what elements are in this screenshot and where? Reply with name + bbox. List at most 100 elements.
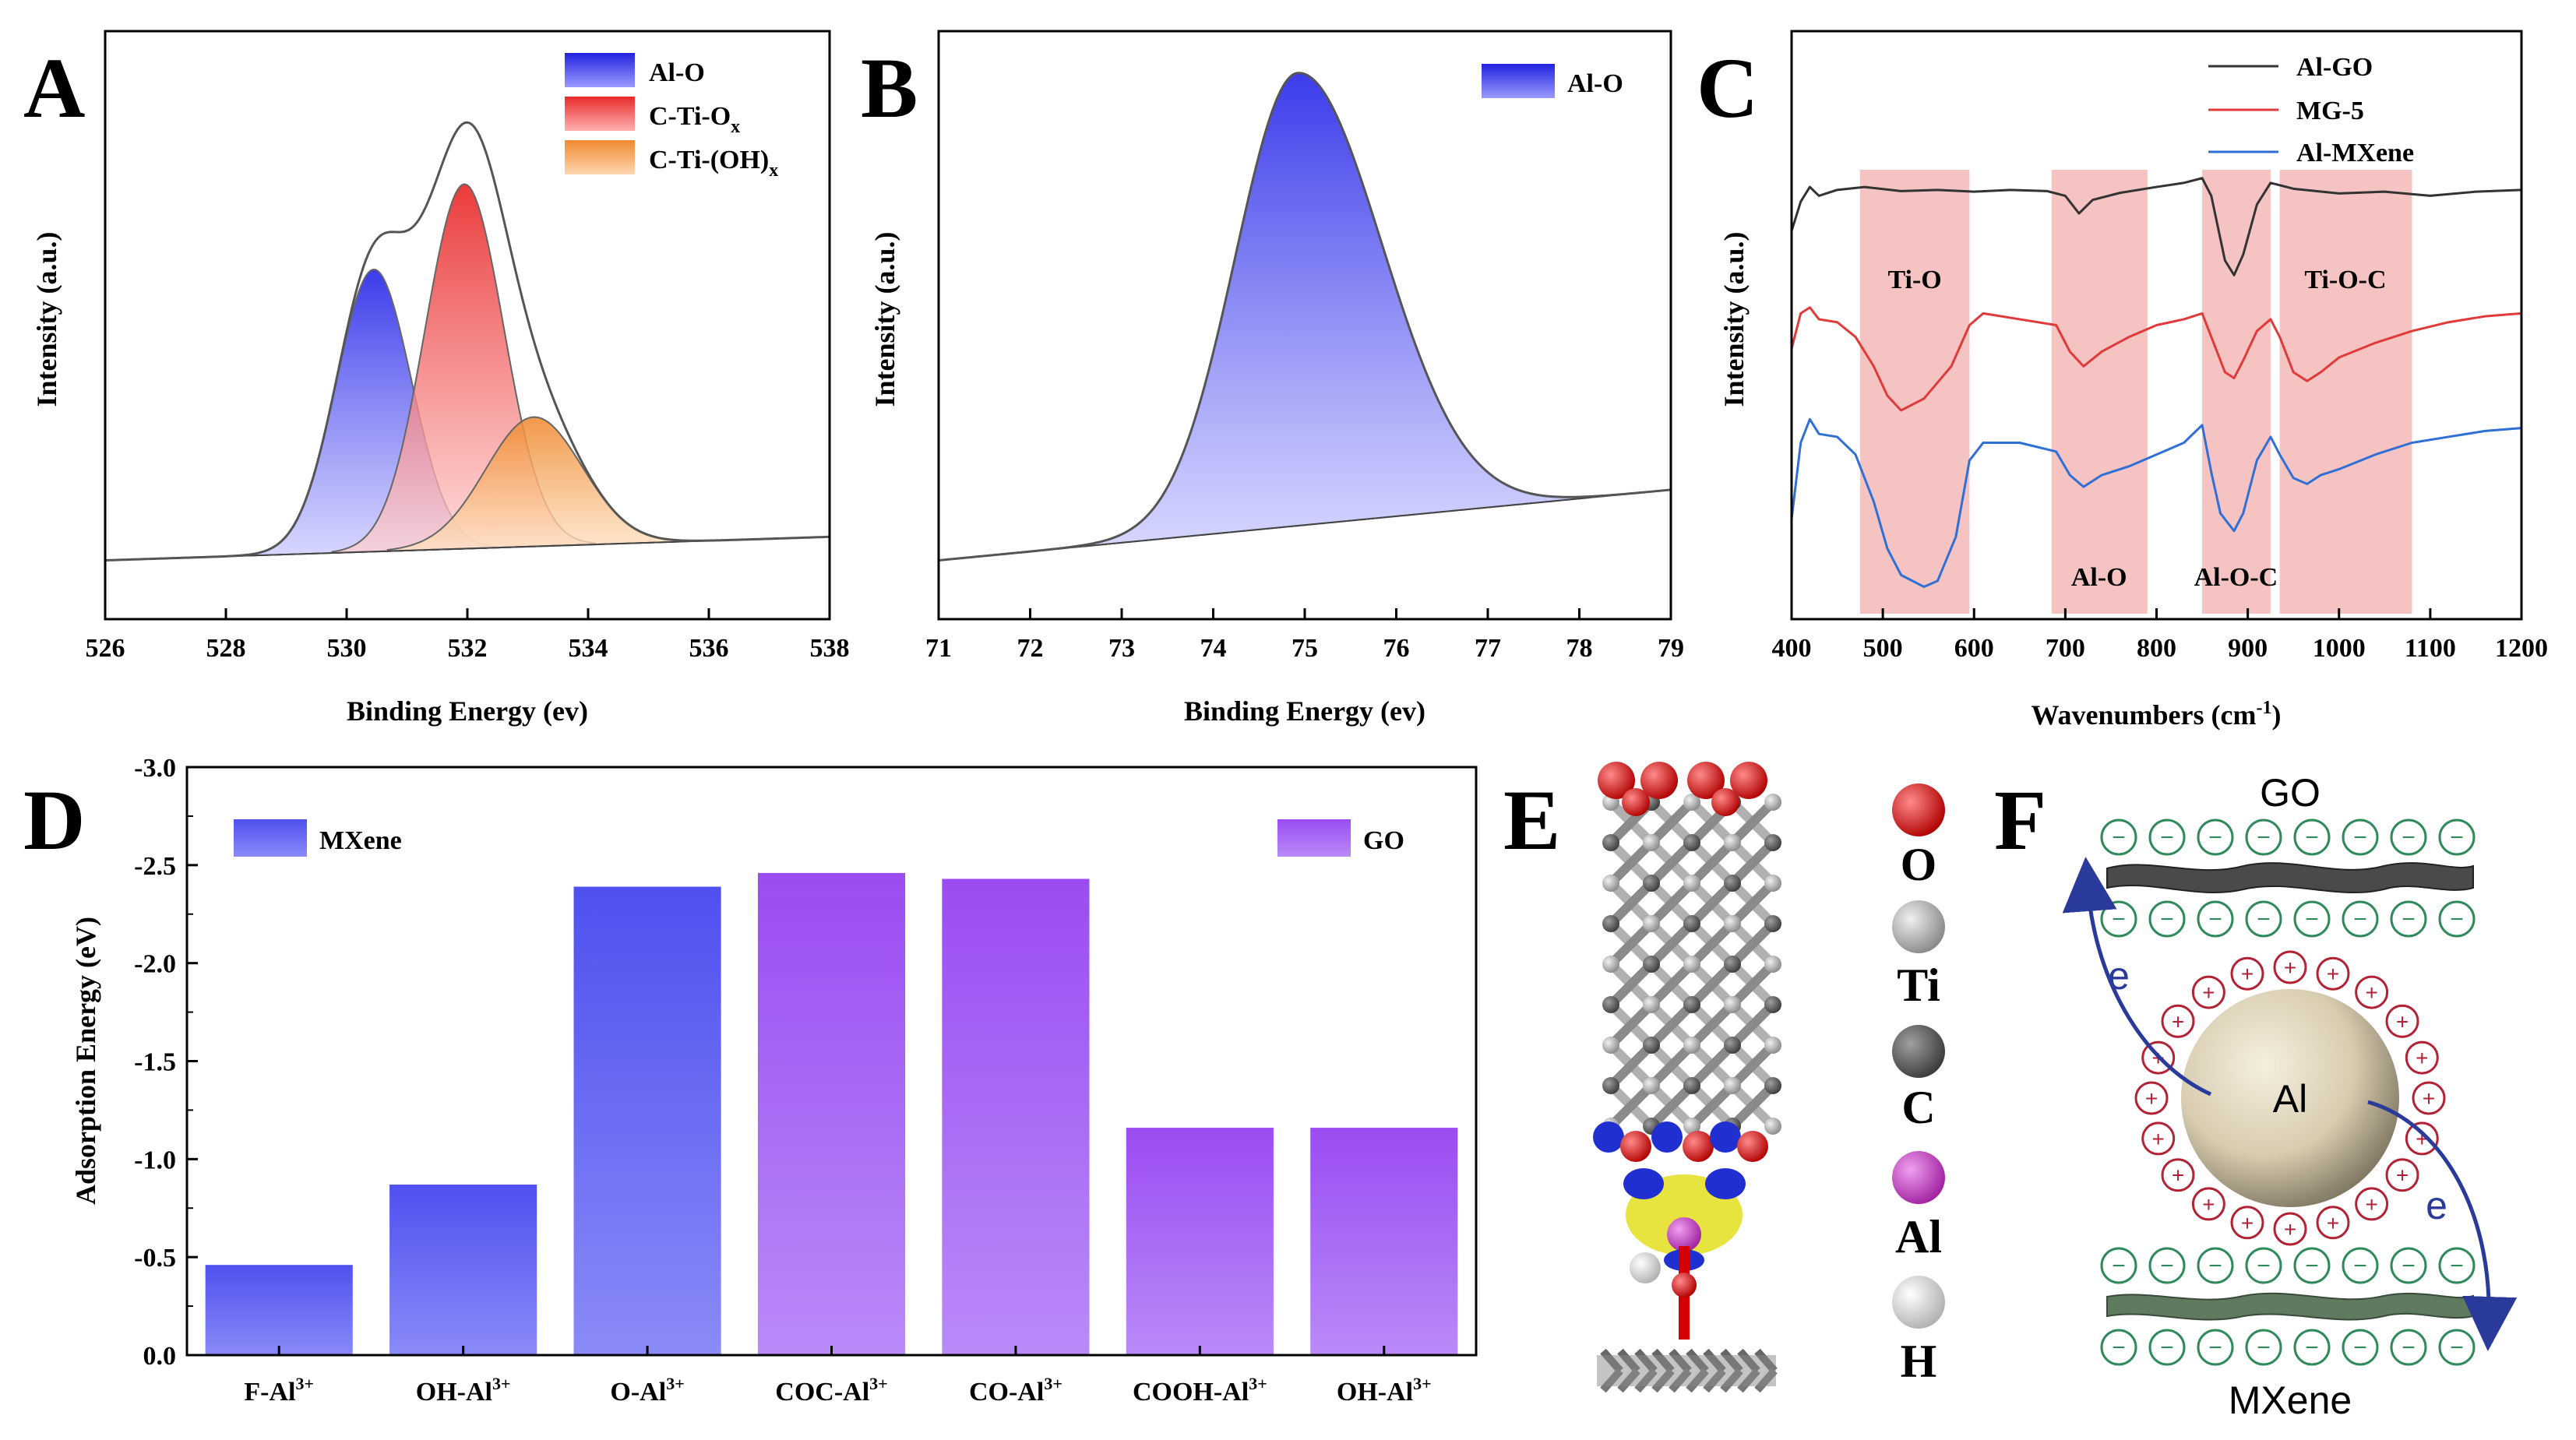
bar-0 bbox=[205, 1265, 353, 1355]
anion-symbol: − bbox=[2305, 1253, 2319, 1279]
cation-symbol: + bbox=[2423, 1086, 2435, 1111]
x-tick-label: 526 bbox=[86, 634, 125, 663]
atom-label-o: O bbox=[1901, 839, 1937, 890]
anion-symbol: − bbox=[2208, 1335, 2222, 1361]
lattice-bond bbox=[1647, 798, 1696, 847]
panel-letter-e: E bbox=[1503, 773, 1560, 868]
lattice-atom bbox=[1764, 875, 1781, 892]
graphene-sheet bbox=[1597, 1355, 1776, 1386]
lattice-bond bbox=[1728, 1041, 1777, 1090]
oxygen-atom-top bbox=[1730, 762, 1767, 799]
anion-circle bbox=[2390, 1247, 2427, 1284]
anion-circle bbox=[2342, 900, 2379, 938]
lattice-atom bbox=[1683, 1077, 1700, 1094]
x-tick-label: 528 bbox=[206, 634, 246, 663]
panel-a: A 526 528 530 532 534 536 538 Binding Energy (… bbox=[23, 30, 850, 727]
oxygen-atom-bottom bbox=[1683, 1131, 1714, 1162]
cation-circle bbox=[2161, 1158, 2195, 1192]
lattice-atom bbox=[1602, 1037, 1619, 1054]
band-label: Al-O-C bbox=[2194, 563, 2278, 592]
lattice-bond bbox=[1607, 879, 1655, 928]
x-tick-label: 75 bbox=[1292, 634, 1318, 663]
lattice-bond bbox=[1728, 920, 1777, 968]
anion-circle bbox=[2197, 900, 2234, 938]
x-tick-label: 71 bbox=[925, 634, 952, 663]
anion-symbol: − bbox=[2450, 1335, 2464, 1361]
anion-symbol: − bbox=[2450, 907, 2464, 932]
bar-1 bbox=[389, 1185, 537, 1355]
anion-symbol: − bbox=[2208, 1253, 2222, 1279]
band-al-o-c bbox=[2202, 170, 2271, 614]
cation-symbol: + bbox=[2327, 1211, 2339, 1235]
oxygen-atom-bottom bbox=[1593, 1121, 1624, 1153]
molecular-structure-illustration bbox=[1593, 762, 1781, 1393]
lattice-bond bbox=[1607, 839, 1655, 887]
cation-circle bbox=[2134, 1081, 2169, 1115]
anion-circle bbox=[2293, 900, 2331, 938]
x-tick-label: 536 bbox=[689, 634, 729, 663]
lattice-bond bbox=[1728, 839, 1777, 887]
anion-symbol: − bbox=[2160, 825, 2174, 850]
lattice-atom bbox=[1764, 956, 1781, 973]
x-tick-label: 77 bbox=[1475, 634, 1501, 663]
go-sheet bbox=[2106, 862, 2474, 894]
panel-c-x-label: Wavenumbers (cm-1) bbox=[2032, 698, 2282, 731]
anion-symbol: − bbox=[2160, 1253, 2174, 1279]
anion-circle bbox=[2390, 1329, 2427, 1366]
cation-circle bbox=[2355, 975, 2389, 1009]
panel-c-bands: Ti-O Al-O Al-O-C Ti-O-C bbox=[1859, 170, 2412, 614]
cation-symbol: + bbox=[2327, 962, 2339, 986]
lattice-atom bbox=[1643, 875, 1660, 892]
lattice-bond bbox=[1728, 1001, 1777, 1049]
lattice-atom bbox=[1643, 915, 1660, 932]
x-tick-label: 534 bbox=[569, 634, 608, 663]
lattice-atom bbox=[1683, 875, 1700, 892]
anion-symbol: − bbox=[2450, 825, 2464, 850]
panel-letter-f: F bbox=[1994, 773, 2046, 868]
panel-letter-c: C bbox=[1697, 40, 1758, 136]
cation-circle bbox=[2161, 1004, 2195, 1038]
bar-5 bbox=[1126, 1128, 1274, 1355]
mxene-anion-row-top: − − − − − − − − bbox=[2100, 1247, 2476, 1284]
y-tick-label: -2.5 bbox=[134, 852, 176, 881]
x-category-label: COC-Al3+ bbox=[775, 1374, 887, 1407]
legend-swatch-c-ti-ohx bbox=[565, 140, 635, 174]
legend-label-c-ti-ox: C-Ti-Ox bbox=[649, 102, 740, 137]
lattice-atom bbox=[1764, 1118, 1781, 1135]
anion-symbol: − bbox=[2160, 1335, 2174, 1361]
panel-e: E O Ti C Al H bbox=[1503, 762, 1945, 1393]
bar-6 bbox=[1310, 1128, 1458, 1355]
lattice-atom bbox=[1724, 834, 1741, 851]
cation-symbol: + bbox=[2152, 1127, 2165, 1151]
panel-a-x-ticks: 526 528 530 532 534 536 538 bbox=[86, 608, 850, 663]
cation-circle bbox=[2230, 1206, 2264, 1240]
cation-shell: +++++++++++++++ + ++++ bbox=[2134, 950, 2446, 1246]
legend-swatch-mxene bbox=[234, 819, 307, 857]
oxygen-atom-linker bbox=[1672, 1273, 1697, 1297]
lattice-atom bbox=[1764, 996, 1781, 1013]
anion-symbol: − bbox=[2353, 907, 2367, 932]
atom-swatch-ti bbox=[1892, 900, 1945, 953]
x-tick-label: 74 bbox=[1200, 634, 1227, 663]
anion-symbol: − bbox=[2353, 825, 2367, 850]
lattice-atom bbox=[1683, 1037, 1700, 1054]
anion-circle bbox=[2100, 1329, 2137, 1366]
panel-d-y-ticks: 0.0 -0.5 -1.0 -1.5 -2.0 -2.5 -3.0 bbox=[134, 754, 198, 1371]
cation-circle bbox=[2316, 956, 2350, 991]
panel-b-y-label: Intensity (a.u.) bbox=[869, 231, 900, 407]
lattice-atom bbox=[1764, 794, 1781, 811]
go-layer-label: GO bbox=[2260, 771, 2321, 815]
oxygen-atom-bottom bbox=[1620, 1131, 1651, 1162]
legend-swatch-al-o bbox=[565, 53, 635, 87]
atom-label-al: Al bbox=[1895, 1211, 1942, 1262]
aluminum-atom bbox=[1667, 1217, 1701, 1252]
anion-symbol: − bbox=[2305, 825, 2319, 850]
cation-symbol: + bbox=[2396, 1009, 2409, 1033]
mxene-sheet bbox=[2106, 1292, 2474, 1321]
anion-circle bbox=[2100, 819, 2137, 856]
anion-symbol: − bbox=[2353, 1253, 2367, 1279]
lattice-bond bbox=[1728, 960, 1777, 1009]
lattice-atom bbox=[1764, 834, 1781, 851]
panel-d: D 0.0 -0.5 -1.0 -1.5 -2.0 -2.5 -3.0 F-Al3+ OH-A… bbox=[23, 754, 1478, 1407]
